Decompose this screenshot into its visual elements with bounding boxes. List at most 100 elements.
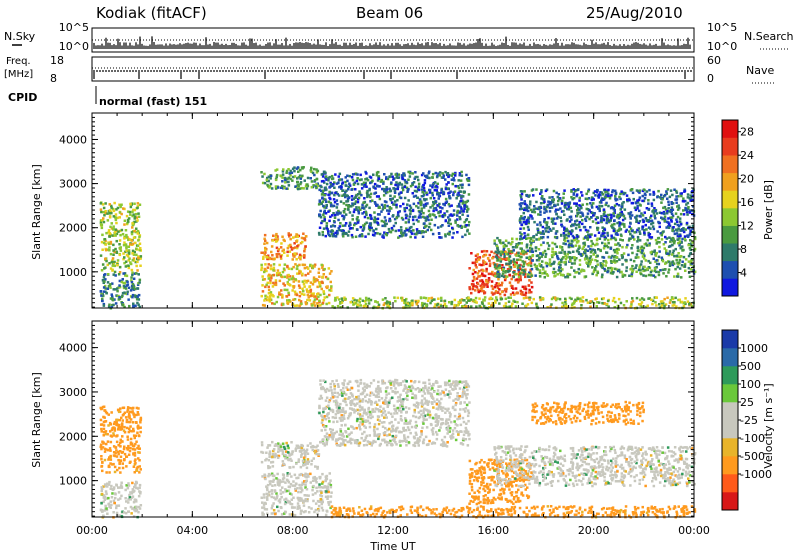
scatter-cell	[601, 274, 604, 277]
scatter-cell	[686, 222, 689, 225]
scatter-cell	[658, 274, 661, 277]
scatter-cell	[459, 174, 462, 177]
scatter-cell	[556, 217, 559, 220]
scatter-cell	[277, 296, 280, 299]
scatter-cell	[637, 249, 640, 252]
scatter-cell	[618, 298, 621, 301]
scatter-cell	[490, 297, 493, 300]
scatter-cell	[626, 300, 629, 303]
scatter-cell	[108, 246, 111, 249]
scatter-cell	[395, 206, 398, 209]
scatter-cell	[116, 264, 119, 267]
scatter-cell	[464, 234, 467, 237]
scatter-cell	[549, 201, 552, 204]
scatter-cell	[405, 214, 408, 217]
scatter-cell	[611, 224, 614, 227]
scatter-cell	[400, 197, 403, 200]
scatter-cell	[511, 303, 513, 306]
scatter-cell	[431, 176, 434, 179]
scatter-cell	[463, 221, 466, 224]
y-tick-label: 2000	[59, 222, 87, 235]
scatter-cell	[427, 229, 430, 232]
scatter-cell	[384, 207, 387, 210]
scatter-cell	[636, 189, 639, 192]
scatter-cell	[124, 220, 127, 223]
scatter-cell	[122, 272, 125, 275]
scatter-cell	[358, 197, 361, 200]
scatter-cell	[348, 225, 351, 228]
scatter-cell	[125, 261, 128, 264]
scatter-cell	[656, 242, 659, 245]
scatter-cell	[474, 271, 477, 274]
scatter-cell	[131, 233, 134, 236]
scatter-cell	[396, 199, 399, 202]
scatter-cell	[356, 304, 359, 307]
scatter-cell	[364, 216, 367, 219]
scatter-cell	[420, 200, 423, 203]
scatter-cell	[384, 297, 387, 300]
scatter-cell	[287, 302, 290, 305]
scatter-cell	[137, 257, 140, 260]
scatter-cell	[378, 195, 381, 198]
scatter-cell	[618, 204, 621, 207]
scatter-cell	[683, 213, 686, 216]
scatter-cell	[520, 198, 523, 201]
scatter-cell	[394, 300, 397, 303]
scatter-cell	[564, 240, 567, 243]
scatter-cell	[390, 231, 393, 234]
scatter-cell	[328, 197, 331, 200]
scatter-cell	[126, 291, 128, 294]
freq-unit: [MHz]	[4, 69, 33, 80]
scatter-cell	[513, 266, 516, 269]
scatter-cell	[658, 237, 661, 240]
scatter-cell	[598, 301, 601, 304]
scatter-cell	[584, 258, 587, 261]
scatter-cell	[688, 267, 691, 270]
scatter-cell	[448, 203, 451, 206]
scatter-cell	[657, 221, 660, 224]
scatter-cell	[133, 286, 136, 289]
scatter-cell	[103, 286, 106, 289]
scatter-cell	[275, 185, 278, 188]
scatter-cell	[137, 230, 140, 233]
scatter-cell	[113, 215, 116, 218]
scatter-cell	[459, 218, 462, 221]
scatter-cell	[539, 275, 542, 278]
scatter-cell	[610, 247, 613, 250]
scatter-cell	[428, 172, 431, 175]
scatter-cell	[553, 253, 556, 256]
scatter-cell	[523, 262, 526, 265]
scatter-cell	[638, 227, 641, 230]
scatter-cell	[684, 270, 687, 273]
scatter-cell	[647, 239, 650, 242]
scatter-cell	[109, 203, 112, 206]
scatter-cell	[667, 201, 670, 204]
scatter-cell	[288, 184, 291, 187]
scatter-cell	[438, 197, 441, 200]
scatter-cell	[494, 275, 497, 278]
scatter-cell	[607, 300, 610, 303]
scatter-cell	[688, 260, 691, 263]
scatter-cell	[608, 256, 611, 259]
scatter-cell	[472, 299, 475, 302]
scatter-cell	[667, 188, 670, 191]
scatter-cell	[264, 182, 267, 185]
scatter-cell	[560, 220, 563, 223]
scatter-cell	[532, 240, 535, 243]
scatter-cell	[539, 221, 542, 224]
scatter-cell	[549, 261, 552, 264]
scatter-cell	[534, 211, 537, 214]
scatter-cell	[496, 247, 499, 250]
scatter-cell	[494, 300, 497, 303]
scatter-cell	[593, 198, 596, 201]
scatter-cell	[600, 200, 603, 203]
scatter-cell	[310, 289, 313, 292]
scatter-cell	[365, 299, 368, 302]
scatter-cell	[384, 216, 387, 219]
scatter-cell	[288, 232, 291, 235]
scatter-cell	[636, 207, 639, 210]
scatter-cell	[434, 181, 437, 184]
scatter-cell	[554, 205, 557, 208]
scatter-cell	[325, 235, 328, 238]
scatter-cell	[108, 243, 111, 246]
